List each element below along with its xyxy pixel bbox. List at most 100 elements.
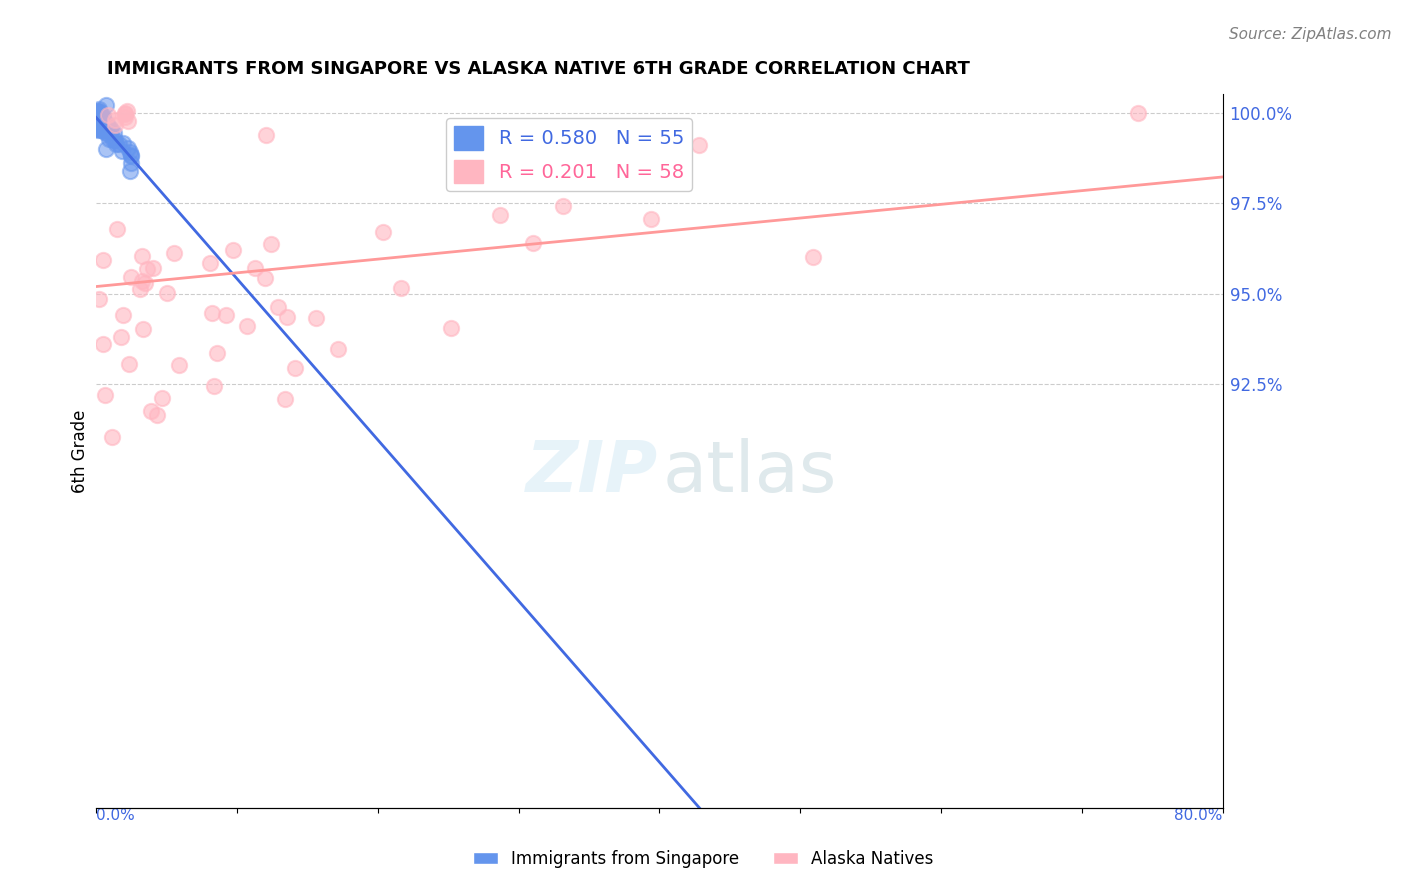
Text: Source: ZipAtlas.com: Source: ZipAtlas.com — [1229, 27, 1392, 42]
Point — [93, 123, 115, 137]
Text: IMMIGRANTS FROM SINGAPORE VS ALASKA NATIVE 6TH GRADE CORRELATION CHART: IMMIGRANTS FROM SINGAPORE VS ALASKA NATI… — [107, 60, 970, 78]
Point — [96, 117, 118, 131]
Point — [91, 109, 114, 123]
Point — [104, 133, 127, 147]
Point — [87, 293, 110, 307]
Point — [440, 321, 463, 335]
Point — [86, 106, 108, 120]
Point — [90, 116, 112, 130]
Point — [105, 222, 128, 236]
Point — [91, 253, 114, 268]
Point — [389, 280, 412, 294]
Point — [202, 379, 225, 393]
Text: atlas: atlas — [662, 438, 837, 508]
Point — [96, 126, 118, 140]
Point — [150, 391, 173, 405]
Point — [236, 318, 259, 333]
Point — [284, 360, 307, 375]
Point — [87, 104, 110, 119]
Point — [114, 107, 136, 121]
Point — [86, 121, 108, 136]
Y-axis label: 6th Grade: 6th Grade — [72, 409, 89, 493]
Point — [222, 244, 245, 258]
Point — [134, 276, 156, 290]
Point — [101, 429, 124, 443]
Point — [114, 110, 136, 124]
Point — [89, 112, 111, 126]
Point — [120, 148, 142, 162]
Point — [94, 123, 117, 137]
Point — [115, 103, 138, 118]
Point — [243, 260, 266, 275]
Point — [488, 208, 510, 222]
Point — [112, 136, 135, 150]
Point — [87, 109, 110, 123]
Point — [114, 105, 136, 120]
Point — [104, 113, 127, 128]
Point — [91, 112, 114, 127]
Point — [86, 118, 108, 132]
Point — [89, 121, 111, 136]
Point — [328, 342, 350, 356]
Point — [101, 133, 124, 147]
Point — [98, 131, 121, 145]
Point — [110, 144, 132, 158]
Point — [93, 117, 115, 131]
Point — [89, 120, 111, 135]
Point — [91, 111, 114, 125]
Point — [801, 250, 824, 264]
Point — [373, 225, 395, 239]
Point — [167, 358, 190, 372]
Point — [86, 112, 108, 127]
Point — [93, 119, 115, 133]
Point — [117, 140, 139, 154]
Point — [163, 246, 186, 260]
Legend: R = 0.580   N = 55, R = 0.201   N = 58: R = 0.580 N = 55, R = 0.201 N = 58 — [447, 119, 692, 191]
Point — [96, 142, 118, 156]
Point — [96, 108, 118, 122]
Text: 80.0%: 80.0% — [1174, 808, 1223, 823]
Point — [120, 270, 142, 285]
Point — [131, 274, 153, 288]
Point — [254, 128, 277, 142]
Point — [87, 121, 110, 136]
Point — [100, 122, 122, 136]
Point — [198, 256, 221, 270]
Point — [90, 123, 112, 137]
Point — [96, 126, 118, 140]
Point — [103, 119, 125, 133]
Point — [103, 126, 125, 140]
Point — [640, 212, 662, 227]
Point — [117, 114, 139, 128]
Point — [207, 345, 229, 359]
Point — [97, 122, 120, 136]
Point — [254, 271, 277, 285]
Point — [110, 330, 132, 344]
Point — [551, 199, 574, 213]
Point — [145, 408, 167, 422]
Point — [94, 388, 117, 402]
Point — [273, 392, 295, 406]
Point — [142, 260, 165, 275]
Point — [1126, 105, 1149, 120]
Point — [120, 164, 142, 178]
Text: ZIP: ZIP — [526, 438, 658, 508]
Point — [267, 300, 290, 314]
Point — [260, 236, 283, 251]
Point — [111, 308, 134, 322]
Point — [91, 337, 114, 351]
Point — [132, 322, 155, 336]
Point — [93, 122, 115, 136]
Point — [98, 120, 121, 135]
Point — [89, 104, 111, 119]
Point — [131, 249, 153, 263]
Point — [96, 118, 118, 132]
Point — [89, 116, 111, 130]
Point — [87, 117, 110, 131]
Point — [87, 102, 110, 116]
Point — [89, 118, 111, 132]
Point — [120, 149, 142, 163]
Point — [96, 98, 118, 112]
Point — [135, 261, 157, 276]
Point — [201, 306, 224, 320]
